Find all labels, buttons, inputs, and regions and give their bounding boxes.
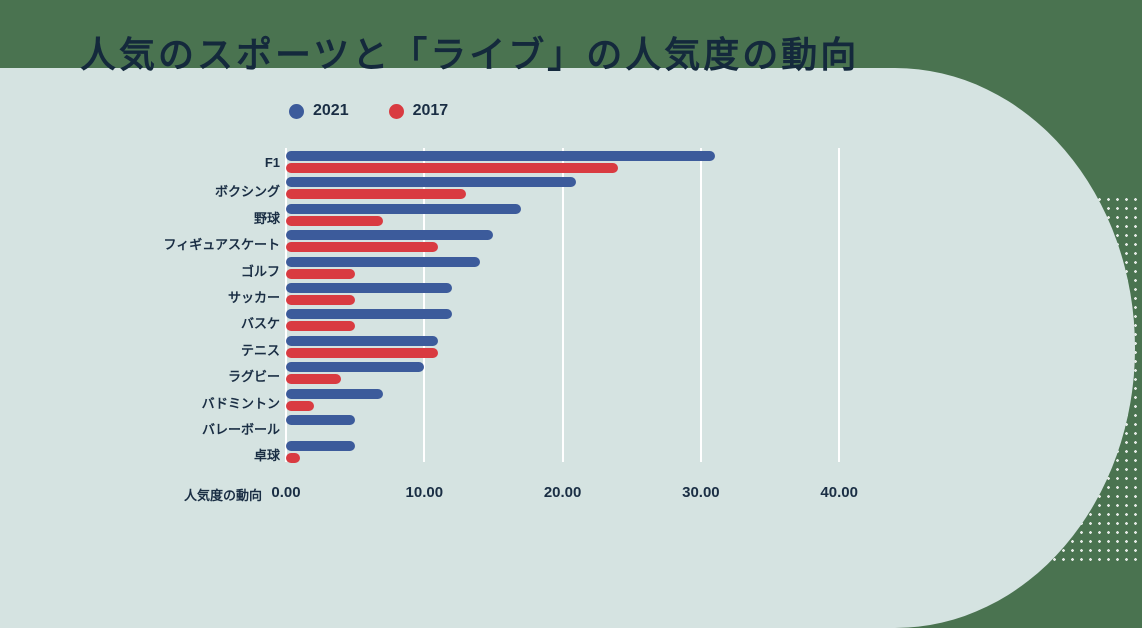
legend-dot-icon xyxy=(289,103,304,119)
x-tick-label-40: 40.00 xyxy=(820,484,858,501)
category-label-F1: F1 xyxy=(264,155,280,170)
bar-2021-ラグビー xyxy=(286,362,425,373)
bar-2021-卓球 xyxy=(286,441,356,452)
category-label-ラグビー: ラグビー xyxy=(227,369,280,385)
bar-2017-野球 xyxy=(286,215,383,226)
bar-2017-F1 xyxy=(286,163,618,173)
category-label-バスケ: バスケ xyxy=(240,316,280,332)
bar-2017-ゴルフ xyxy=(286,268,356,279)
category-label-卓球: 卓球 xyxy=(253,448,280,464)
gridline-30 xyxy=(699,148,702,462)
bar-2017-テニス xyxy=(286,347,439,358)
bar-2017-フィギュアスケート xyxy=(286,242,439,253)
bar-2017-ラグビー xyxy=(286,374,342,385)
gridline-0 xyxy=(285,148,287,462)
category-label-テニス: テニス xyxy=(240,342,280,358)
category-label-ボクシング: ボクシング xyxy=(214,184,280,200)
bar-2021-サッカー xyxy=(286,283,452,293)
x-tick-label-10: 10.00 xyxy=(405,484,444,501)
legend-label: 2017 xyxy=(412,102,449,119)
bar-2021-バドミントン xyxy=(286,388,383,399)
gridline-10 xyxy=(423,148,426,462)
bar-2021-F1 xyxy=(286,151,715,161)
category-label-バレーボール: バレーボール xyxy=(201,422,280,437)
bar-2021-フィギュアスケート xyxy=(286,230,494,241)
legend-label: 2021 xyxy=(313,102,349,119)
page-title: 人気のスポーツと「ライブ」の人気度の動向 xyxy=(80,34,860,77)
bar-2021-テニス xyxy=(286,335,439,346)
category-label-フィギュアスケート: フィギュアスケート xyxy=(163,237,280,253)
bar-2021-ゴルフ xyxy=(286,256,480,267)
bar-2017-バスケ xyxy=(286,321,356,332)
x-tick-label-0: 0.00 xyxy=(271,484,301,501)
category-label-ゴルフ: ゴルフ xyxy=(240,263,280,279)
bar-2021-バレーボール xyxy=(286,415,356,425)
bar-2017-ボクシング xyxy=(286,189,466,200)
category-label-サッカー: サッカー xyxy=(227,290,280,305)
gridline-20 xyxy=(561,148,564,462)
bar-2017-卓球 xyxy=(286,453,300,464)
gridline-40 xyxy=(838,148,841,462)
legend: 2021 2017 xyxy=(289,102,448,120)
bar-2021-ボクシング xyxy=(286,177,577,188)
x-tick-label-30: 30.00 xyxy=(682,484,720,501)
legend-item-2021: 2021 xyxy=(289,102,349,120)
x-tick-label-20: 20.00 xyxy=(543,484,582,501)
category-label-野球: 野球 xyxy=(253,210,280,226)
legend-item-2017: 2017 xyxy=(388,102,449,120)
bar-2021-バスケ xyxy=(286,309,452,320)
legend-dot-icon xyxy=(388,103,404,119)
bar-2017-バドミントン xyxy=(286,400,314,411)
page-background: { "title": "人気のスポーツと「ライブ」の人気度の動向", "lege… xyxy=(0,34,1142,628)
bar-2017-サッカー xyxy=(286,295,356,305)
bar-2021-野球 xyxy=(286,203,522,214)
category-label-バドミントン: バドミントン xyxy=(201,395,280,411)
x-axis-label: 人気度の動向 xyxy=(183,488,262,503)
chart-panel xyxy=(0,68,1135,628)
